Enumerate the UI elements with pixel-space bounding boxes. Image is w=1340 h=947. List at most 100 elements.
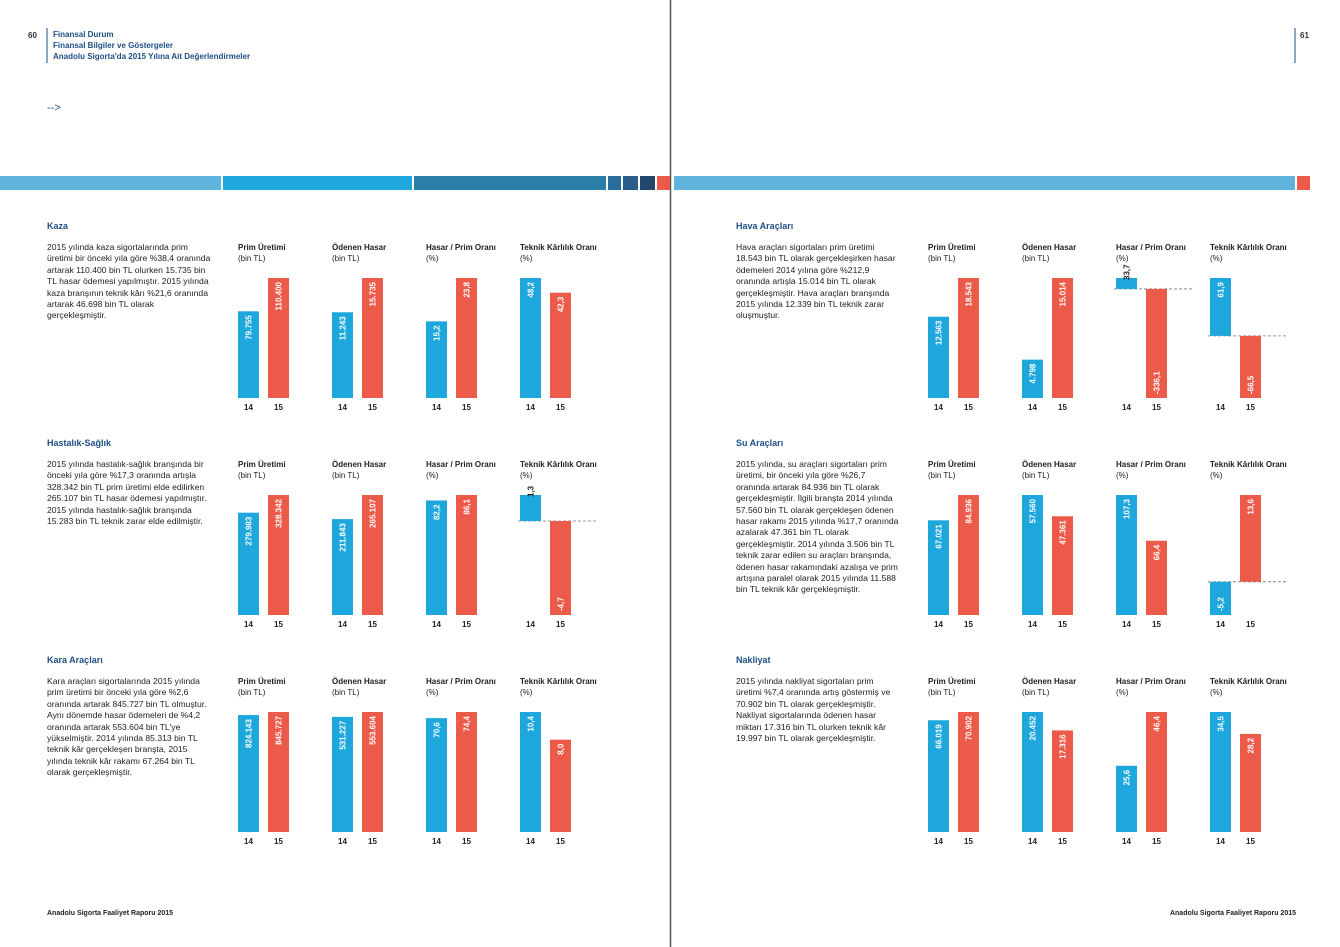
value-label: 107,3	[1123, 498, 1132, 519]
chart-title: Hasar / Prim Oranı	[1116, 677, 1186, 686]
value-label: 82,2	[433, 504, 442, 520]
value-label: 845.727	[275, 715, 284, 744]
section-text: 2015 yılında kaza sigortalarında prim ür…	[47, 242, 211, 321]
value-label: 15.735	[369, 281, 378, 306]
chart-subtitle: (bin TL)	[928, 254, 956, 263]
header-subtitle: Anadolu Sigorta'da 2015 Yılına Ait Değer…	[53, 52, 251, 61]
chart-title: Teknik Kârlılık Oranı	[1210, 460, 1287, 469]
category-label: 15	[556, 403, 565, 412]
category-label: 14	[432, 837, 441, 846]
category-label: 15	[1058, 620, 1067, 629]
section-text: 2015 yılında, su araçları sigortaları pr…	[736, 459, 899, 595]
chart-subtitle: (%)	[1116, 471, 1129, 480]
value-label: 67.021	[935, 524, 944, 549]
chart-subtitle: (%)	[426, 688, 439, 697]
bar	[456, 712, 477, 832]
footer: Anadolu Sigorta Faaliyet Raporu 2015	[1169, 910, 1296, 917]
category-label: 15	[368, 620, 377, 629]
category-label: 14	[338, 620, 347, 629]
chart-subtitle: (bin TL)	[332, 688, 360, 697]
chart-title: Teknik Kârlılık Oranı	[1210, 677, 1287, 686]
chart-title: Ödenen Hasar	[332, 243, 386, 252]
chart-subtitle: (bin TL)	[238, 688, 266, 697]
value-label: 79.755	[245, 315, 254, 340]
bar	[268, 712, 289, 832]
value-label: 8,0	[557, 743, 566, 755]
category-label: 14	[526, 403, 535, 412]
category-label: 14	[934, 403, 943, 412]
section-text: 2015 yılında nakliyat sigortaları prim ü…	[736, 676, 891, 744]
chart-title: Teknik Kârlılık Oranı	[520, 677, 597, 686]
value-label: 70,6	[433, 722, 442, 738]
bar	[238, 715, 259, 832]
value-label: 42,3	[557, 296, 566, 312]
value-label: 47.361	[1059, 520, 1068, 545]
value-label: 553.604	[369, 715, 378, 744]
chart-title: Prim Üretimi	[928, 460, 976, 469]
value-label: 13,6	[1247, 498, 1256, 514]
bar	[268, 495, 289, 615]
category-label: 14	[526, 837, 535, 846]
chart-subtitle: (bin TL)	[332, 471, 360, 480]
chart-title: Hasar / Prim Oranı	[426, 460, 496, 469]
category-label: 14	[1216, 620, 1225, 629]
bar	[928, 520, 949, 615]
category-label: 15	[274, 837, 283, 846]
value-label: 25,6	[1123, 769, 1132, 785]
bar	[1146, 540, 1167, 615]
category-label: 14	[526, 620, 535, 629]
bar	[1022, 495, 1043, 615]
value-label: 70.902	[965, 715, 974, 740]
bar	[238, 512, 259, 615]
chart-subtitle: (bin TL)	[928, 471, 956, 480]
value-label: 17.316	[1059, 734, 1068, 759]
bar	[332, 312, 353, 398]
category-label: 14	[432, 620, 441, 629]
value-label: 12.563	[935, 320, 944, 345]
chart-subtitle: (%)	[520, 254, 533, 263]
category-label: 14	[1122, 620, 1131, 629]
section-text: Kara araçları sigortalarında 2015 yılınd…	[47, 676, 207, 778]
category-label: 14	[1028, 403, 1037, 412]
chart-subtitle: (%)	[1210, 471, 1223, 480]
value-label: 28,2	[1247, 737, 1256, 753]
page-number: 61	[1300, 31, 1309, 40]
chart-subtitle: (bin TL)	[238, 254, 266, 263]
chart-title: Hasar / Prim Oranı	[1116, 460, 1186, 469]
category-label: 14	[432, 403, 441, 412]
bar	[332, 519, 353, 615]
value-label: 531.227	[339, 720, 348, 749]
bar	[1146, 712, 1167, 832]
page-number: 60	[28, 31, 37, 40]
bar	[520, 712, 541, 832]
category-label: 15	[1246, 837, 1255, 846]
bar	[520, 278, 541, 398]
chart-subtitle: (%)	[520, 471, 533, 480]
category-label: 15	[964, 837, 973, 846]
arrow: -->	[47, 102, 61, 114]
chart-subtitle: (%)	[1116, 254, 1129, 263]
chart-title: Hasar / Prim Oranı	[1116, 243, 1186, 252]
value-label: 61,9	[1217, 281, 1226, 297]
bar	[550, 292, 571, 398]
chart-title: Teknik Kârlılık Oranı	[520, 243, 597, 252]
bar	[362, 278, 383, 398]
value-label: 20.452	[1029, 715, 1038, 740]
bar	[268, 278, 289, 398]
value-label: 74,4	[463, 715, 472, 731]
category-label: 15	[1058, 403, 1067, 412]
bar	[550, 739, 571, 832]
chart-subtitle: (%)	[1210, 254, 1223, 263]
bar	[238, 311, 259, 398]
chart-subtitle: (bin TL)	[1022, 688, 1050, 697]
value-label: 11.243	[339, 316, 348, 341]
chart-subtitle: (bin TL)	[1022, 254, 1050, 263]
value-label: -66,5	[1247, 375, 1256, 394]
category-label: 15	[274, 403, 283, 412]
bar	[456, 278, 477, 398]
category-label: 15	[1152, 837, 1161, 846]
bar	[958, 495, 979, 615]
header-title: Finansal Durum	[53, 30, 114, 39]
category-label: 15	[462, 837, 471, 846]
value-label: -5,2	[1217, 597, 1226, 611]
